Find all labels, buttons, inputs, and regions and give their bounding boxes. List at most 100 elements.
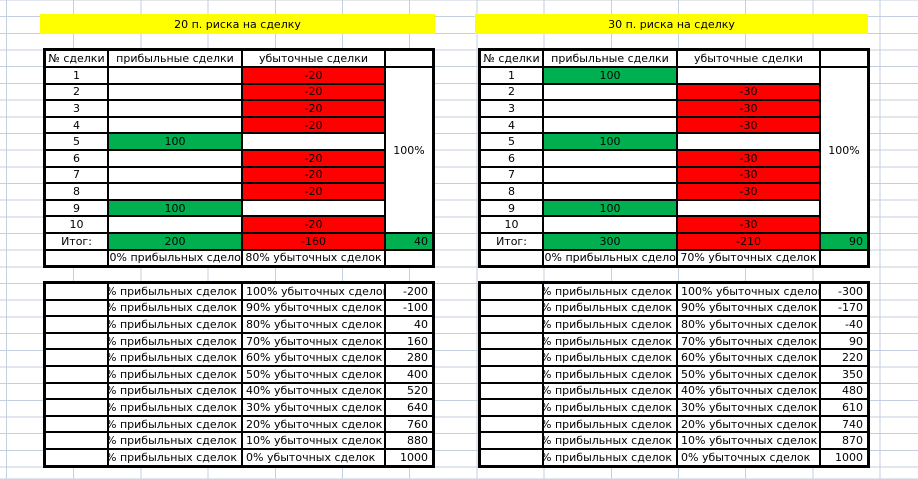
cell-profit-value[interactable]: [108, 67, 242, 84]
summary-result-value: 740: [820, 415, 868, 433]
cell-trade-number[interactable]: 4: [45, 116, 108, 134]
cell-loss-value[interactable]: [242, 199, 385, 217]
cell-loss-value[interactable]: -20: [242, 216, 385, 233]
cell-loss-value[interactable]: -30: [677, 116, 820, 134]
cell-trade-number[interactable]: 9: [45, 199, 108, 217]
cell-loss-value[interactable]: -20: [242, 116, 385, 134]
cell-loss-value[interactable]: -30: [677, 216, 820, 233]
summary-profit-share: 40% прибыльных сделок: [108, 349, 242, 366]
cell-trade-number[interactable]: 3: [480, 100, 543, 117]
header-trade-number: № сделки: [45, 50, 108, 67]
summary-profit-share: 10% прибыльных сделок: [543, 299, 677, 317]
summary-profit-share: 100% прибыльных сделок: [543, 449, 677, 466]
cell-profit-value[interactable]: [543, 100, 677, 117]
summary-loss-share: 30% убыточных сделок: [677, 399, 820, 416]
cell-profit-value[interactable]: [108, 116, 242, 134]
summary-result-value: 520: [385, 382, 433, 400]
cell-loss-value[interactable]: [677, 133, 820, 150]
summary-result-value: 220: [820, 349, 868, 366]
summary-loss-share: 20% убыточных сделок: [677, 415, 820, 433]
summary-result-value: -170: [820, 299, 868, 317]
summary-result-value: -200: [385, 283, 433, 300]
cell-trade-number[interactable]: 7: [480, 166, 543, 184]
cell-loss-value[interactable]: -30: [677, 83, 820, 101]
cell-profit-value[interactable]: [108, 83, 242, 101]
cell-loss-value[interactable]: -20: [242, 150, 385, 167]
summary-result-value: 880: [385, 432, 433, 449]
cell-loss-value[interactable]: -30: [677, 166, 820, 184]
cell-loss-value[interactable]: -30: [677, 100, 820, 117]
summary-loss-share: 40% убыточных сделок: [242, 382, 385, 400]
cell-trade-number[interactable]: 10: [45, 216, 108, 233]
summary-blank: [45, 283, 108, 300]
summary-blank: [480, 316, 543, 333]
cell-profit-value[interactable]: [543, 150, 677, 167]
summary-profit-share: 10% прибыльных сделок: [108, 299, 242, 317]
cell-trade-number[interactable]: 9: [480, 199, 543, 217]
summary-profit-share: 50% прибыльных сделок: [108, 366, 242, 383]
summary-blank: [45, 449, 108, 466]
cell-profit-value[interactable]: 100: [543, 133, 677, 150]
cell-loss-value[interactable]: [677, 67, 820, 84]
total-label: Итог:: [45, 233, 108, 250]
cell-loss-value[interactable]: -20: [242, 100, 385, 117]
cell-loss-value[interactable]: -20: [242, 183, 385, 200]
cell-loss-value[interactable]: [242, 133, 385, 150]
summary-blank: [45, 332, 108, 350]
cell-profit-value[interactable]: [108, 150, 242, 167]
summary-profit-share: 70% прибыльных сделок: [543, 399, 677, 416]
cell-trade-number[interactable]: 10: [480, 216, 543, 233]
cell-trade-number[interactable]: 2: [480, 83, 543, 101]
cell-trade-number[interactable]: 6: [45, 150, 108, 167]
cell-loss-value[interactable]: -20: [242, 166, 385, 184]
cell-trade-number[interactable]: 6: [480, 150, 543, 167]
cell-loss-value[interactable]: [677, 199, 820, 217]
cell-profit-value[interactable]: [543, 183, 677, 200]
cell-loss-value[interactable]: -20: [242, 83, 385, 101]
cell-profit-value[interactable]: [543, 216, 677, 233]
cell-trade-number[interactable]: 5: [480, 133, 543, 150]
summary-result-value: 1000: [820, 449, 868, 466]
ratio-loss-share: 80% убыточных сделок: [242, 249, 385, 267]
ratio-blank-extra: [385, 249, 433, 267]
cell-profit-value[interactable]: 100: [108, 199, 242, 217]
cell-profit-value[interactable]: 100: [543, 67, 677, 84]
header-profitable-trades: прибыльные сделки: [543, 50, 677, 67]
merged-percent-cell: 100%: [820, 67, 868, 233]
summary-profit-share: 20% прибыльных сделок: [108, 316, 242, 333]
summary-blank: [480, 415, 543, 433]
summary-profit-share: 90% прибыльных сделок: [543, 432, 677, 449]
cell-profit-value[interactable]: [108, 216, 242, 233]
summary-blank: [45, 299, 108, 317]
cell-loss-value[interactable]: -30: [677, 150, 820, 167]
cell-trade-number[interactable]: 3: [45, 100, 108, 117]
summary-result-value: 40: [385, 316, 433, 333]
cell-profit-value[interactable]: 100: [108, 133, 242, 150]
cell-trade-number[interactable]: 1: [45, 67, 108, 84]
cell-profit-value[interactable]: [108, 166, 242, 184]
cell-trade-number[interactable]: 8: [45, 183, 108, 200]
cell-trade-number[interactable]: 2: [45, 83, 108, 101]
cell-profit-value[interactable]: [543, 166, 677, 184]
summary-result-value: -300: [820, 283, 868, 300]
summary-profit-share: 60% прибыльных сделок: [108, 382, 242, 400]
summary-loss-share: 30% убыточных сделок: [242, 399, 385, 416]
summary-profit-share: 0% прибыльных сделок: [543, 283, 677, 300]
summary-profit-share: 20% прибыльных сделок: [543, 316, 677, 333]
summary-profit-share: 100% прибыльных сделок: [108, 449, 242, 466]
summary-blank: [45, 316, 108, 333]
cell-loss-value[interactable]: -30: [677, 183, 820, 200]
cell-profit-value[interactable]: [108, 100, 242, 117]
cell-trade-number[interactable]: 1: [480, 67, 543, 84]
cell-profit-value[interactable]: [543, 116, 677, 134]
cell-loss-value[interactable]: -20: [242, 67, 385, 84]
cell-trade-number[interactable]: 7: [45, 166, 108, 184]
cell-profit-value[interactable]: [108, 183, 242, 200]
summary-result-value: 1000: [385, 449, 433, 466]
cell-profit-value[interactable]: [543, 83, 677, 101]
cell-trade-number[interactable]: 8: [480, 183, 543, 200]
cell-trade-number[interactable]: 5: [45, 133, 108, 150]
cell-trade-number[interactable]: 4: [480, 116, 543, 134]
summary-blank: [45, 349, 108, 366]
cell-profit-value[interactable]: 100: [543, 199, 677, 217]
